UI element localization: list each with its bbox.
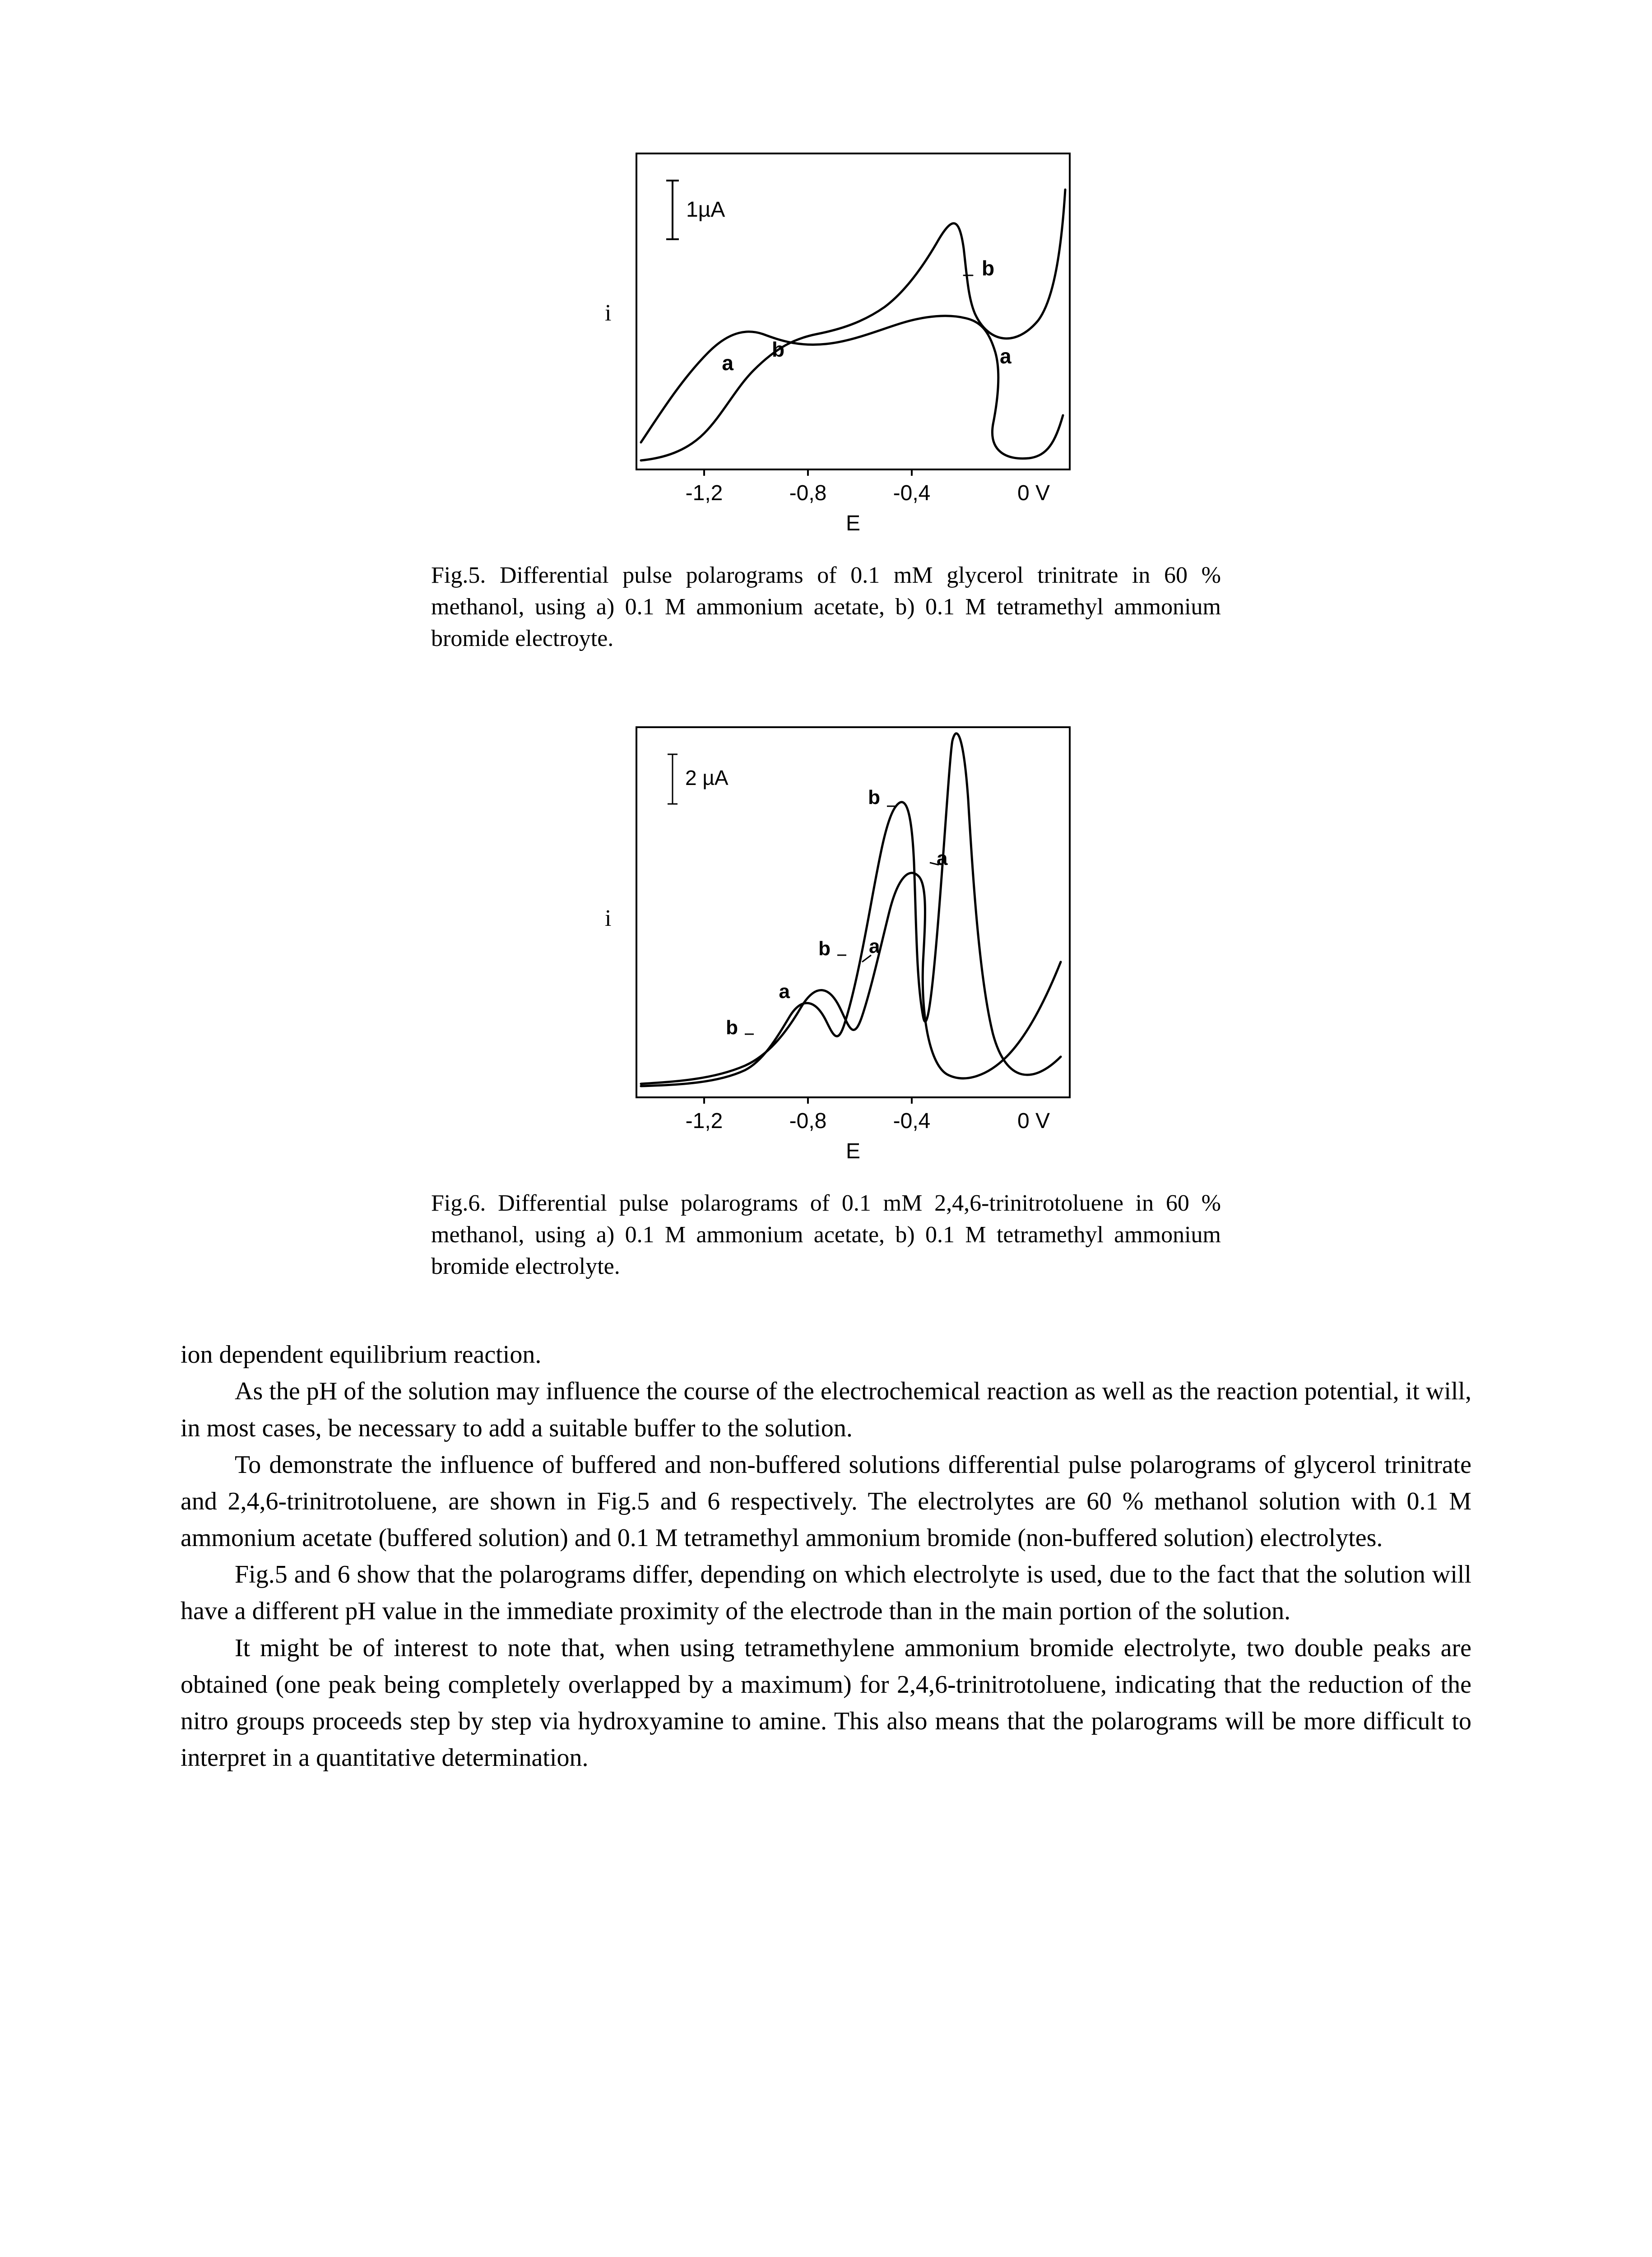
xtick-0: -1,2 xyxy=(686,1109,723,1133)
paragraph-4: Fig.5 and 6 show that the polarograms di… xyxy=(181,1556,1471,1630)
figure-5-plot: i 1µA a a b b -1,2 -0,8 -0,4 0 V xyxy=(555,135,1097,542)
xtick-1: -0,8 xyxy=(789,481,827,505)
paragraph-3: To demonstrate the influence of buffered… xyxy=(181,1447,1471,1557)
label-b2: b xyxy=(818,938,831,960)
xtick-1: -0,8 xyxy=(789,1109,827,1133)
y-axis-label: i xyxy=(605,906,611,931)
paragraph-5: It might be of interest to note that, wh… xyxy=(181,1630,1471,1777)
curve-b xyxy=(641,190,1065,460)
label-b2: b xyxy=(982,256,994,280)
figure-6-caption: Fig.6. Differential pulse polarograms of… xyxy=(431,1188,1221,1283)
paragraph-1: ion dependent equilibrium reaction. xyxy=(181,1337,1471,1373)
paragraph-2: As the pH of the solution may influence … xyxy=(181,1373,1471,1446)
scale-bar-label: 1µA xyxy=(686,198,725,222)
label-a3: a xyxy=(937,847,948,869)
curve-a xyxy=(641,873,1061,1083)
x-axis-label: E xyxy=(846,511,860,535)
body-text: ion dependent equilibrium reaction. As t… xyxy=(181,1337,1471,1776)
figure-5-caption: Fig.5. Differential pulse polarograms of… xyxy=(431,560,1221,655)
label-b1: b xyxy=(726,1017,738,1039)
figure-6-plot: i 2 µA a a a b b b xyxy=(555,709,1097,1170)
figure-6: i 2 µA a a a b b b xyxy=(181,709,1471,1283)
xtick-3: 0 V xyxy=(1017,481,1050,505)
xtick-0: -1,2 xyxy=(686,481,723,505)
label-a2: a xyxy=(1000,344,1012,368)
label-b3: b xyxy=(868,786,880,808)
x-axis-label: E xyxy=(846,1139,860,1163)
label-a2: a xyxy=(869,935,880,957)
figure-5: i 1µA a a b b -1,2 -0,8 -0,4 0 V xyxy=(181,135,1471,655)
label-a1: a xyxy=(779,980,790,1003)
y-axis-label: i xyxy=(605,300,611,326)
label-b1: b xyxy=(772,338,784,361)
xtick-2: -0,4 xyxy=(893,481,931,505)
label-a1: a xyxy=(722,351,733,375)
xtick-2: -0,4 xyxy=(893,1109,931,1133)
xtick-3: 0 V xyxy=(1017,1109,1050,1133)
scale-bar-label: 2 µA xyxy=(685,766,729,789)
